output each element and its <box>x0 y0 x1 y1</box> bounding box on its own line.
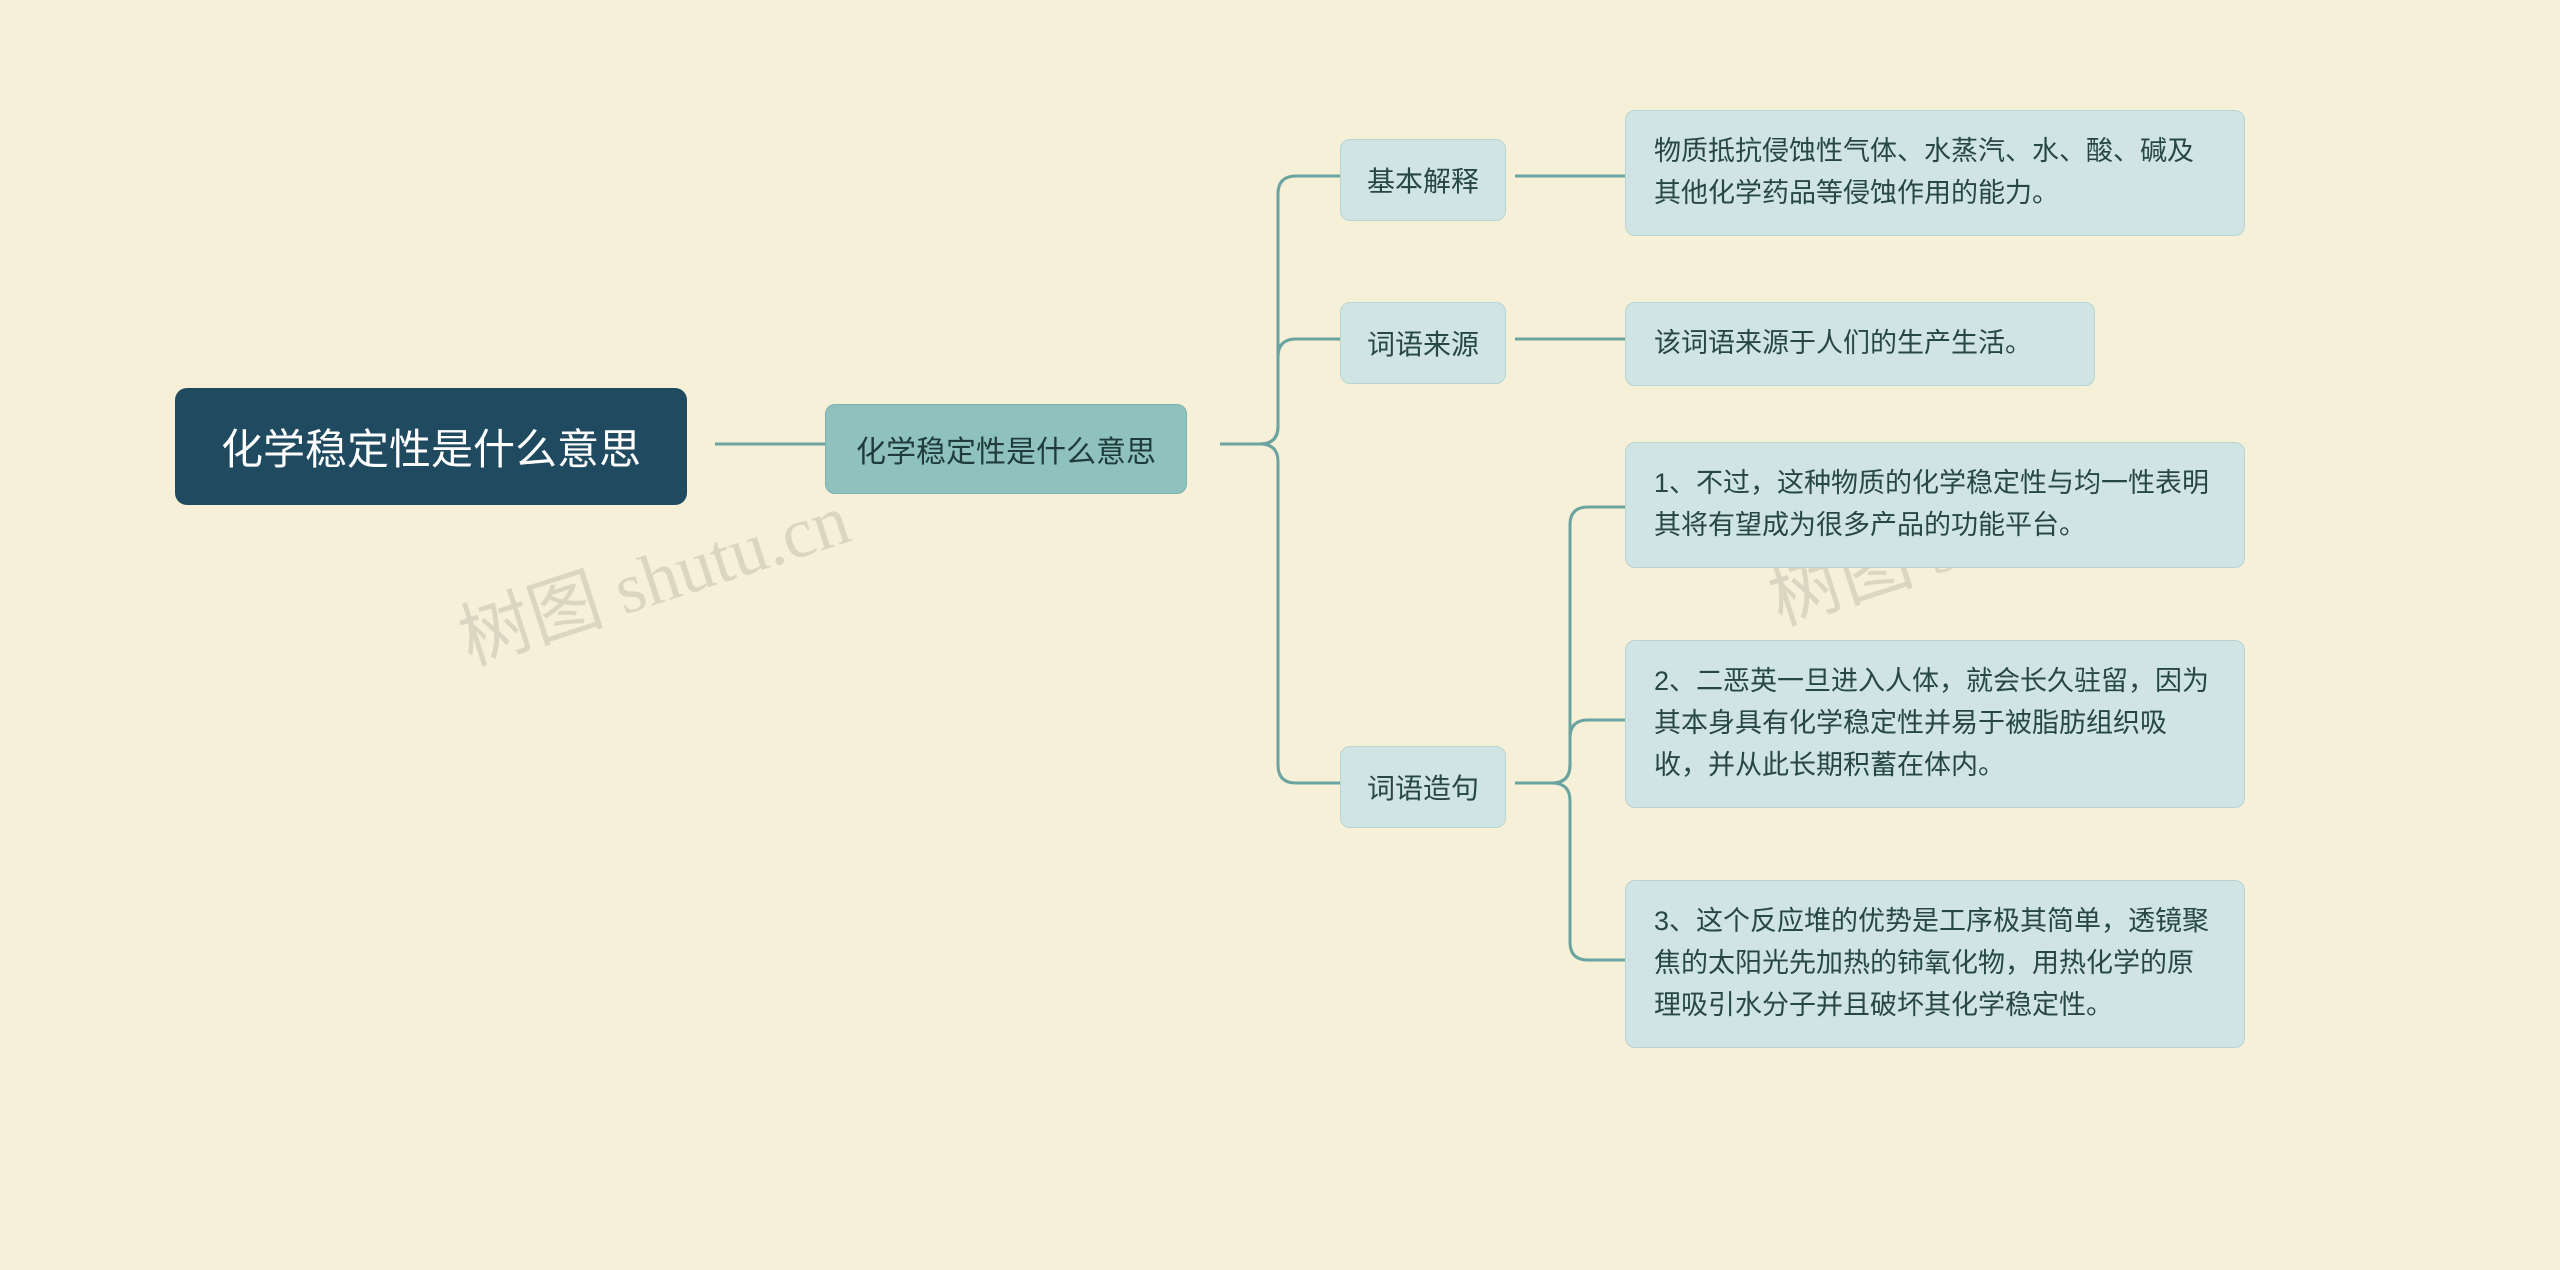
node-level1[interactable]: 化学稳定性是什么意思 <box>825 404 1187 494</box>
leaf-sentence-1[interactable]: 1、不过，这种物质的化学稳定性与均一性表明其将有望成为很多产品的功能平台。 <box>1625 442 2245 568</box>
leaf-origin[interactable]: 该词语来源于人们的生产生活。 <box>1625 302 2095 386</box>
leaf-text: 3、这个反应堆的优势是工序极其简单，透镜聚焦的太阳光先加热的铈氧化物，用热化学的… <box>1654 901 2216 1027</box>
node-label: 词语来源 <box>1367 323 1479 363</box>
leaf-sentence-3[interactable]: 3、这个反应堆的优势是工序极其简单，透镜聚焦的太阳光先加热的铈氧化物，用热化学的… <box>1625 880 2245 1048</box>
node-word-origin[interactable]: 词语来源 <box>1340 302 1506 384</box>
level1-label: 化学稳定性是什么意思 <box>856 427 1156 471</box>
leaf-basic[interactable]: 物质抵抗侵蚀性气体、水蒸汽、水、酸、碱及其他化学药品等侵蚀作用的能力。 <box>1625 110 2245 236</box>
mindmap-root[interactable]: 化学稳定性是什么意思 <box>175 388 687 505</box>
node-basic-explain[interactable]: 基本解释 <box>1340 139 1506 221</box>
leaf-text: 该词语来源于人们的生产生活。 <box>1654 323 2032 365</box>
node-label: 基本解释 <box>1367 160 1479 200</box>
leaf-text: 1、不过，这种物质的化学稳定性与均一性表明其将有望成为很多产品的功能平台。 <box>1654 463 2216 547</box>
node-word-sentences[interactable]: 词语造句 <box>1340 746 1506 828</box>
leaf-sentence-2[interactable]: 2、二恶英一旦进入人体，就会长久驻留，因为其本身具有化学稳定性并易于被脂肪组织吸… <box>1625 640 2245 808</box>
root-label: 化学稳定性是什么意思 <box>221 416 641 477</box>
leaf-text: 2、二恶英一旦进入人体，就会长久驻留，因为其本身具有化学稳定性并易于被脂肪组织吸… <box>1654 661 2216 787</box>
leaf-text: 物质抵抗侵蚀性气体、水蒸汽、水、酸、碱及其他化学药品等侵蚀作用的能力。 <box>1654 131 2216 215</box>
node-label: 词语造句 <box>1367 767 1479 807</box>
